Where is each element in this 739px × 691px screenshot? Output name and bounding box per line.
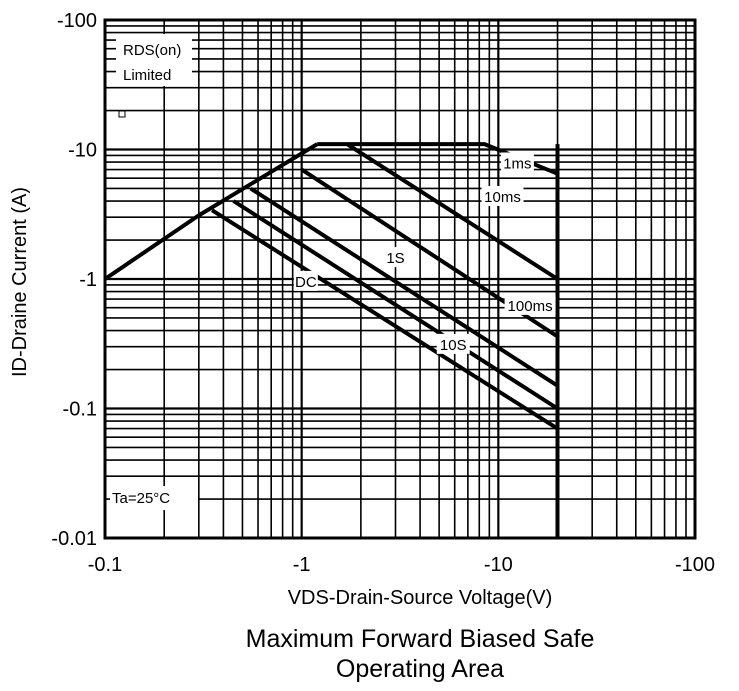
curve-label: 100ms bbox=[508, 298, 553, 315]
safe-operating-curves bbox=[103, 142, 560, 538]
x-tick-label: -10 bbox=[484, 554, 513, 576]
chart-title-line-2: Operating Area bbox=[336, 655, 504, 683]
curve-label-background bbox=[293, 270, 318, 291]
curve-labels: 1ms 10ms 100ms 1S 10S DC bbox=[293, 152, 556, 354]
rds-label-background bbox=[116, 34, 192, 86]
y-tick-label: -100 bbox=[57, 10, 97, 32]
temperature-label-background bbox=[110, 486, 198, 510]
curve-label: 1ms bbox=[503, 155, 531, 172]
y-tick-label: -0.01 bbox=[51, 528, 97, 550]
x-tick-label: -100 bbox=[675, 554, 715, 576]
small-square-marker bbox=[118, 110, 126, 118]
y-tick-label: -0.1 bbox=[63, 399, 97, 421]
x-axis-title: VDS-Drain-Source Voltage(V) bbox=[288, 587, 553, 609]
curve-label-background bbox=[481, 185, 524, 206]
grid bbox=[103, 18, 697, 540]
curve-label-background bbox=[383, 247, 408, 268]
curve-10ms bbox=[345, 142, 559, 281]
limited-label: Limited bbox=[123, 67, 171, 84]
y-axis-title: ID-Draine Current (A) bbox=[9, 187, 31, 377]
x-tick-label: -1 bbox=[293, 554, 311, 576]
curve-label: DC bbox=[295, 274, 317, 291]
curve-label: 10ms bbox=[484, 189, 521, 206]
curve-10s bbox=[232, 199, 559, 411]
y-tick-label: -10 bbox=[68, 140, 97, 162]
rds-on-label: RDS(on) bbox=[123, 42, 181, 59]
curve-rds-on-limited bbox=[103, 142, 319, 281]
curve-dc bbox=[210, 208, 559, 431]
curve-1s bbox=[249, 186, 559, 388]
annotations: RDS(on) Limited Ta=25°C bbox=[110, 34, 198, 510]
tick-labels: -0.1 -1 -10 -100 -100 -10 -1 -0.1 -0.01 bbox=[51, 10, 715, 576]
chart-title-line-1: Maximum Forward Biased Safe bbox=[246, 625, 595, 653]
curve-label-background bbox=[504, 294, 556, 315]
curve-label: 10S bbox=[440, 337, 467, 354]
temperature-label: Ta=25°C bbox=[112, 490, 170, 507]
y-tick-label: -1 bbox=[79, 269, 97, 291]
curve-label-background bbox=[500, 152, 534, 173]
curve-label: 1S bbox=[386, 250, 404, 267]
curve-label-background bbox=[436, 333, 470, 354]
x-tick-label: -0.1 bbox=[88, 554, 122, 576]
